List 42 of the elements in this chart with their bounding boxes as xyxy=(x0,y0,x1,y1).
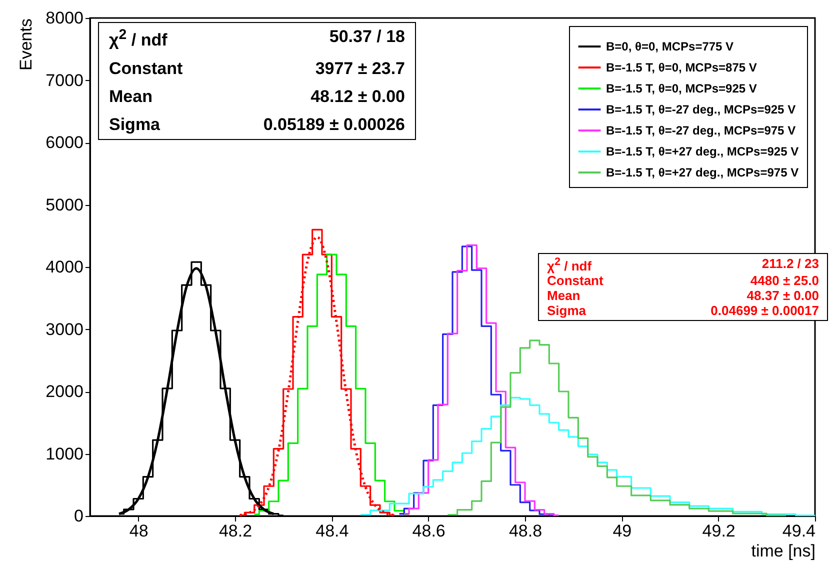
y-tick-label: 7000 xyxy=(46,70,84,90)
annotation: Mean xyxy=(547,288,582,304)
y-tick-label: 4000 xyxy=(46,258,84,276)
legend-label: B=0, θ=0, MCPs=775 V xyxy=(606,40,734,54)
annotation: Constant xyxy=(547,273,604,288)
annotation: Constant xyxy=(109,58,184,79)
x-tick-label: 48.2 xyxy=(218,522,252,540)
x-tick-label: 48.4 xyxy=(316,522,349,540)
y-tick-label: 3000 xyxy=(46,320,84,339)
legend-label: B=-1.5 T, θ=+27 deg., MCPs=975 V xyxy=(606,166,799,180)
annotation: Sigma xyxy=(547,303,588,318)
x-tick-label: 48 xyxy=(129,522,148,540)
legend-label: B=-1.5 T, θ=-27 deg., MCPs=925 V xyxy=(606,102,796,116)
annotation: 50.37 / 18 xyxy=(328,27,405,48)
annotation: Mean xyxy=(109,86,154,107)
annotation: Sigma xyxy=(109,114,162,135)
annotation: 0.05189 ± 0.00026 xyxy=(262,114,405,135)
annotation: 48.37 ± 0.00 xyxy=(746,288,819,304)
x-tick-label: 48.8 xyxy=(508,522,542,540)
annotation: χ$^{2}$ / ndf xyxy=(547,256,593,274)
annotation: 0.04699 ± 0.00017 xyxy=(710,303,819,318)
x-tick-label: 49 xyxy=(612,522,632,540)
x-tick-label: 49.2 xyxy=(702,522,736,540)
annotation: χ$^{2}$ / ndf xyxy=(109,27,168,51)
legend-label: B=-1.5 T, θ=+27 deg., MCPs=925 V xyxy=(606,144,799,158)
annotation: 211.2 / 23 xyxy=(760,256,819,273)
annotation: 4480 ± 25.0 xyxy=(749,273,819,288)
annotation: 3977 ± 23.7 xyxy=(314,58,405,79)
y-tick-label: 2000 xyxy=(46,382,84,401)
x-tick-label: 48.6 xyxy=(412,522,446,540)
x-tick-label: 49.4 xyxy=(782,522,816,540)
y-tick-label: 0 xyxy=(74,506,84,526)
y-axis-title: Events xyxy=(16,18,36,70)
legend-label: B=-1.5 T, θ=0, MCPs=925 V xyxy=(606,82,757,96)
y-tick-label: 8000 xyxy=(46,8,84,28)
x-axis-title: time [ns] xyxy=(751,542,816,560)
y-tick-label: 5000 xyxy=(46,195,84,214)
y-tick-label: 1000 xyxy=(46,444,84,464)
legend-label: B=-1.5 T, θ=-27 deg., MCPs=975 V xyxy=(606,124,796,138)
legend-label: B=-1.5 T, θ=0, MCPs=875 V xyxy=(606,60,757,74)
annotation: 48.12 ± 0.00 xyxy=(310,86,405,107)
y-tick-label: 6000 xyxy=(46,133,84,152)
